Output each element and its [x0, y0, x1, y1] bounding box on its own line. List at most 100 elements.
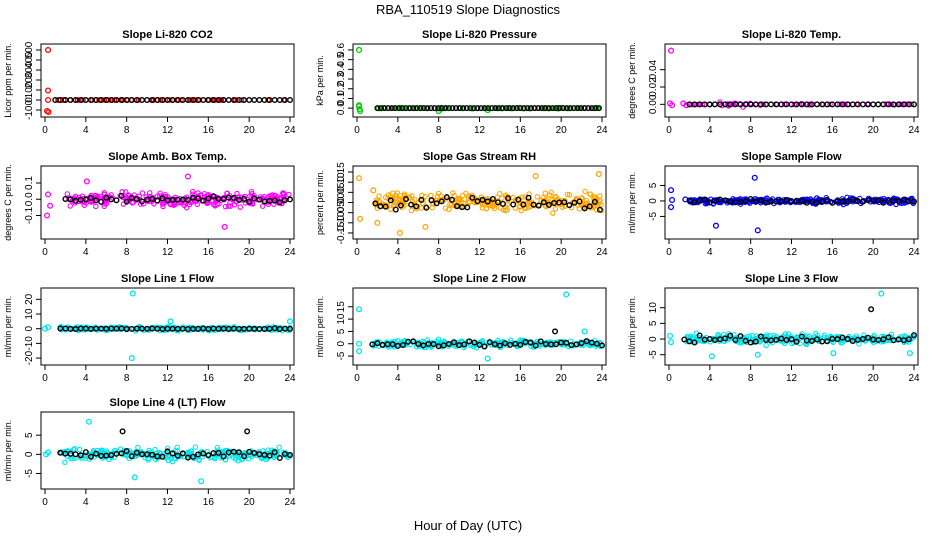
data-point [238, 197, 244, 203]
hourly-mean-point [385, 105, 392, 112]
hourly-mean-point [389, 341, 396, 348]
hourly-mean-point [256, 96, 263, 103]
hourly-mean-point [225, 96, 232, 103]
hourly-mean-point [722, 335, 729, 342]
panel-title: Slope Line 1 Flow [121, 273, 214, 285]
hourly-mean-point [93, 450, 100, 457]
hourly-mean-point [517, 341, 524, 348]
hourly-mean-point [885, 334, 892, 341]
hourly-mean-point [859, 336, 866, 343]
y-tick-label: 0 [648, 198, 659, 204]
data-point [748, 336, 754, 343]
hourly-mean-point [510, 105, 517, 112]
hourly-mean-point [220, 195, 227, 202]
y-tick-label: 500 [24, 41, 35, 58]
hourly-mean-point [98, 198, 105, 205]
data-point [552, 194, 558, 201]
hourly-mean-point [545, 201, 552, 208]
y-tick-label: 10 [24, 308, 35, 320]
y-axis-label: ml/min per min. [315, 296, 325, 358]
y-axis-label: kPa per min. [315, 55, 325, 106]
x-tick-label: 8 [748, 125, 754, 136]
data-point-outlier [184, 173, 191, 180]
hourly-mean-point [581, 205, 588, 212]
hourly-mean-point [108, 96, 115, 103]
data-point-outlier [355, 306, 363, 313]
data-point [101, 190, 108, 196]
data-point [205, 192, 212, 198]
data-point-outlier [43, 212, 51, 219]
data-point [70, 446, 77, 453]
hourly-mean-point [408, 201, 415, 208]
data-point [699, 101, 706, 108]
y-tick-label: 0.15 [336, 162, 347, 182]
y-axis-label: ml/min per min. [3, 420, 13, 482]
hourly-mean-point [449, 105, 456, 112]
data-point [269, 192, 276, 198]
hourly-mean-point [586, 203, 593, 210]
data-point [566, 192, 573, 198]
data-point [234, 190, 240, 197]
y-tick-label: 0.05 [336, 182, 347, 202]
data-point-outlier [85, 418, 92, 425]
panel-title: Slope Line 2 Flow [433, 273, 526, 285]
x-tick-label: 0 [354, 125, 360, 136]
data-point [763, 342, 769, 349]
x-tick-label: 0 [354, 373, 360, 384]
data-point [195, 190, 201, 196]
data-point-outlier [667, 47, 675, 54]
data-point-outlier [45, 324, 52, 331]
data-point [497, 205, 504, 211]
y-tick-label: 0.5 [336, 52, 347, 66]
hourly-mean-point [372, 200, 379, 207]
hourly-mean-point [485, 105, 492, 112]
hourly-mean-point [865, 334, 872, 341]
y-tick-label: -5 [336, 351, 347, 360]
hourly-mean-point [138, 198, 145, 205]
hourly-mean-point [722, 101, 729, 108]
hourly-mean-point [824, 101, 831, 108]
x-tick-label: 24 [908, 373, 920, 384]
data-point [463, 190, 469, 197]
hourly-mean-point [87, 453, 94, 460]
hourly-mean-point [492, 105, 499, 112]
hourly-mean-point [701, 196, 708, 203]
data-point [82, 455, 89, 461]
hourly-mean-point [413, 203, 420, 210]
hourly-mean-point [431, 105, 438, 112]
panel-title: Slope Line 4 (LT) Flow [110, 397, 226, 409]
hourly-mean-point [241, 195, 248, 202]
hourly-mean-point [768, 101, 775, 108]
y-tick-label: -10 [24, 336, 35, 351]
y-axis-label: degrees C per min. [627, 42, 637, 119]
data-point [157, 190, 163, 196]
hourly-mean-point [737, 101, 744, 108]
hourly-mean-point [399, 105, 406, 112]
hourly-mean-point [235, 449, 242, 456]
x-tick-label: 12 [786, 373, 798, 384]
hourly-mean-point [481, 343, 488, 350]
data-point-outlier [878, 290, 885, 297]
data-point [830, 339, 837, 346]
hourly-mean-point [392, 206, 399, 213]
hourly-mean-point [549, 105, 556, 112]
hourly-mean-point [415, 341, 422, 348]
panel-title: Slope Sample Flow [741, 151, 842, 163]
y-axis-label: ml/min per min. [627, 172, 637, 234]
data-point [164, 445, 171, 452]
panel-2: Slope Li-820 Pressure kPa per min. 0 4 8 12 16… [315, 29, 608, 136]
hourly-mean-point [450, 339, 457, 346]
hourly-mean-point [118, 192, 125, 199]
x-tick-label: 20 [556, 247, 568, 258]
y-tick-label: 5 [24, 432, 35, 438]
hourly-mean-point [783, 197, 790, 204]
data-point [94, 447, 101, 454]
hourly-mean-point [388, 105, 395, 112]
hourly-mean-point [484, 198, 491, 205]
x-tick-label: 24 [284, 373, 296, 384]
data-point [827, 101, 833, 107]
x-tick-label: 20 [244, 497, 256, 508]
x-tick-label: 24 [284, 125, 296, 136]
data-point-outlier [355, 348, 363, 355]
x-tick-label: 4 [395, 247, 401, 258]
